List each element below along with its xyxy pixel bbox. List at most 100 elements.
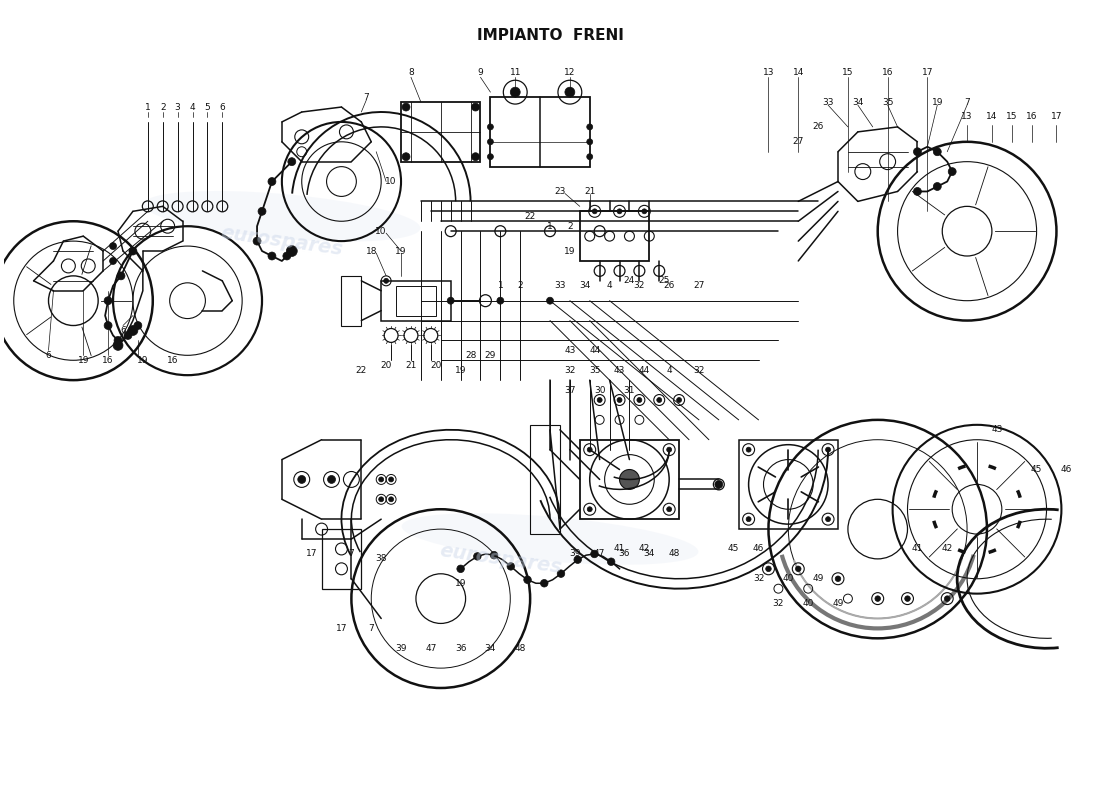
Circle shape — [117, 272, 125, 280]
Circle shape — [766, 566, 771, 571]
Circle shape — [874, 596, 880, 602]
Text: 12: 12 — [564, 68, 575, 77]
Circle shape — [617, 398, 621, 402]
Text: IMPIANTO  FRENI: IMPIANTO FRENI — [476, 28, 624, 42]
Bar — [341, 276, 361, 326]
Text: 16: 16 — [1026, 113, 1037, 122]
Text: 8: 8 — [408, 68, 414, 77]
Circle shape — [945, 596, 950, 602]
Circle shape — [904, 596, 911, 602]
Circle shape — [587, 506, 592, 512]
Bar — [739, 440, 838, 529]
Circle shape — [472, 153, 480, 161]
Text: 37: 37 — [564, 386, 575, 394]
Circle shape — [933, 182, 942, 190]
Text: 19: 19 — [564, 246, 575, 255]
Text: 34: 34 — [852, 98, 864, 106]
Circle shape — [134, 322, 142, 330]
Text: 32: 32 — [772, 599, 784, 608]
Text: 10: 10 — [375, 226, 387, 236]
Bar — [402, 102, 481, 162]
Text: 33: 33 — [554, 282, 565, 290]
Text: 42: 42 — [942, 545, 953, 554]
Circle shape — [642, 209, 647, 214]
Text: 4: 4 — [189, 102, 196, 111]
Circle shape — [288, 158, 296, 166]
Text: 2: 2 — [566, 222, 573, 230]
Text: 45: 45 — [1031, 465, 1043, 474]
Text: 6: 6 — [219, 102, 225, 111]
Circle shape — [607, 558, 615, 566]
Text: 20: 20 — [381, 361, 392, 370]
Text: 24: 24 — [624, 276, 635, 286]
Circle shape — [286, 246, 297, 257]
Text: 4: 4 — [607, 282, 613, 290]
Text: 17: 17 — [1050, 113, 1063, 122]
Text: 16: 16 — [882, 68, 893, 77]
Text: 32: 32 — [693, 366, 705, 374]
Circle shape — [253, 237, 261, 245]
Text: 19: 19 — [395, 246, 407, 255]
Text: 19: 19 — [138, 356, 148, 365]
Circle shape — [826, 517, 830, 522]
Text: 25: 25 — [659, 276, 670, 286]
Circle shape — [591, 550, 598, 558]
Circle shape — [456, 565, 464, 573]
Text: 18: 18 — [365, 246, 377, 255]
Circle shape — [565, 87, 575, 97]
Circle shape — [835, 576, 840, 582]
Text: 36: 36 — [618, 550, 630, 558]
Circle shape — [104, 322, 112, 330]
Text: 32: 32 — [634, 282, 645, 290]
Text: 4: 4 — [667, 366, 672, 374]
Text: 29: 29 — [485, 351, 496, 360]
Text: 43: 43 — [614, 366, 625, 374]
Circle shape — [283, 252, 290, 260]
Circle shape — [795, 566, 801, 571]
Circle shape — [547, 298, 553, 304]
Text: 44: 44 — [639, 366, 650, 374]
Text: 30: 30 — [594, 386, 605, 394]
Circle shape — [497, 298, 504, 304]
Text: 7: 7 — [349, 550, 354, 558]
Text: 1: 1 — [145, 102, 151, 111]
Text: 21: 21 — [405, 361, 417, 370]
Circle shape — [268, 178, 276, 186]
Circle shape — [667, 506, 672, 512]
Text: 14: 14 — [793, 68, 804, 77]
Text: 9: 9 — [477, 68, 483, 77]
Circle shape — [384, 278, 388, 283]
Text: 15: 15 — [1006, 113, 1018, 122]
Text: 22: 22 — [355, 366, 367, 374]
Text: 16: 16 — [167, 356, 178, 365]
Text: 10: 10 — [385, 177, 397, 186]
Text: 11: 11 — [509, 68, 521, 77]
Text: 41: 41 — [614, 545, 625, 554]
Text: 46: 46 — [752, 545, 764, 554]
Text: 19: 19 — [455, 579, 466, 588]
Text: 47: 47 — [425, 644, 437, 653]
Circle shape — [110, 258, 117, 265]
Circle shape — [948, 168, 956, 175]
Text: 6: 6 — [120, 326, 125, 335]
Circle shape — [597, 398, 602, 402]
Text: 26: 26 — [663, 282, 675, 290]
Text: 17: 17 — [306, 550, 318, 558]
Text: 34: 34 — [485, 644, 496, 653]
Text: 32: 32 — [752, 574, 764, 583]
Text: 27: 27 — [793, 138, 804, 146]
Text: 17: 17 — [922, 68, 933, 77]
Circle shape — [104, 297, 112, 305]
Text: 45: 45 — [728, 545, 739, 554]
Circle shape — [524, 576, 531, 583]
Text: 47: 47 — [594, 550, 605, 558]
Circle shape — [128, 326, 138, 335]
Text: 26: 26 — [813, 122, 824, 131]
Text: 28: 28 — [465, 351, 476, 360]
Text: 43: 43 — [564, 346, 575, 355]
Circle shape — [472, 103, 480, 111]
Text: 39: 39 — [395, 644, 407, 653]
Circle shape — [474, 553, 481, 560]
Circle shape — [124, 331, 132, 339]
Bar — [580, 440, 679, 519]
